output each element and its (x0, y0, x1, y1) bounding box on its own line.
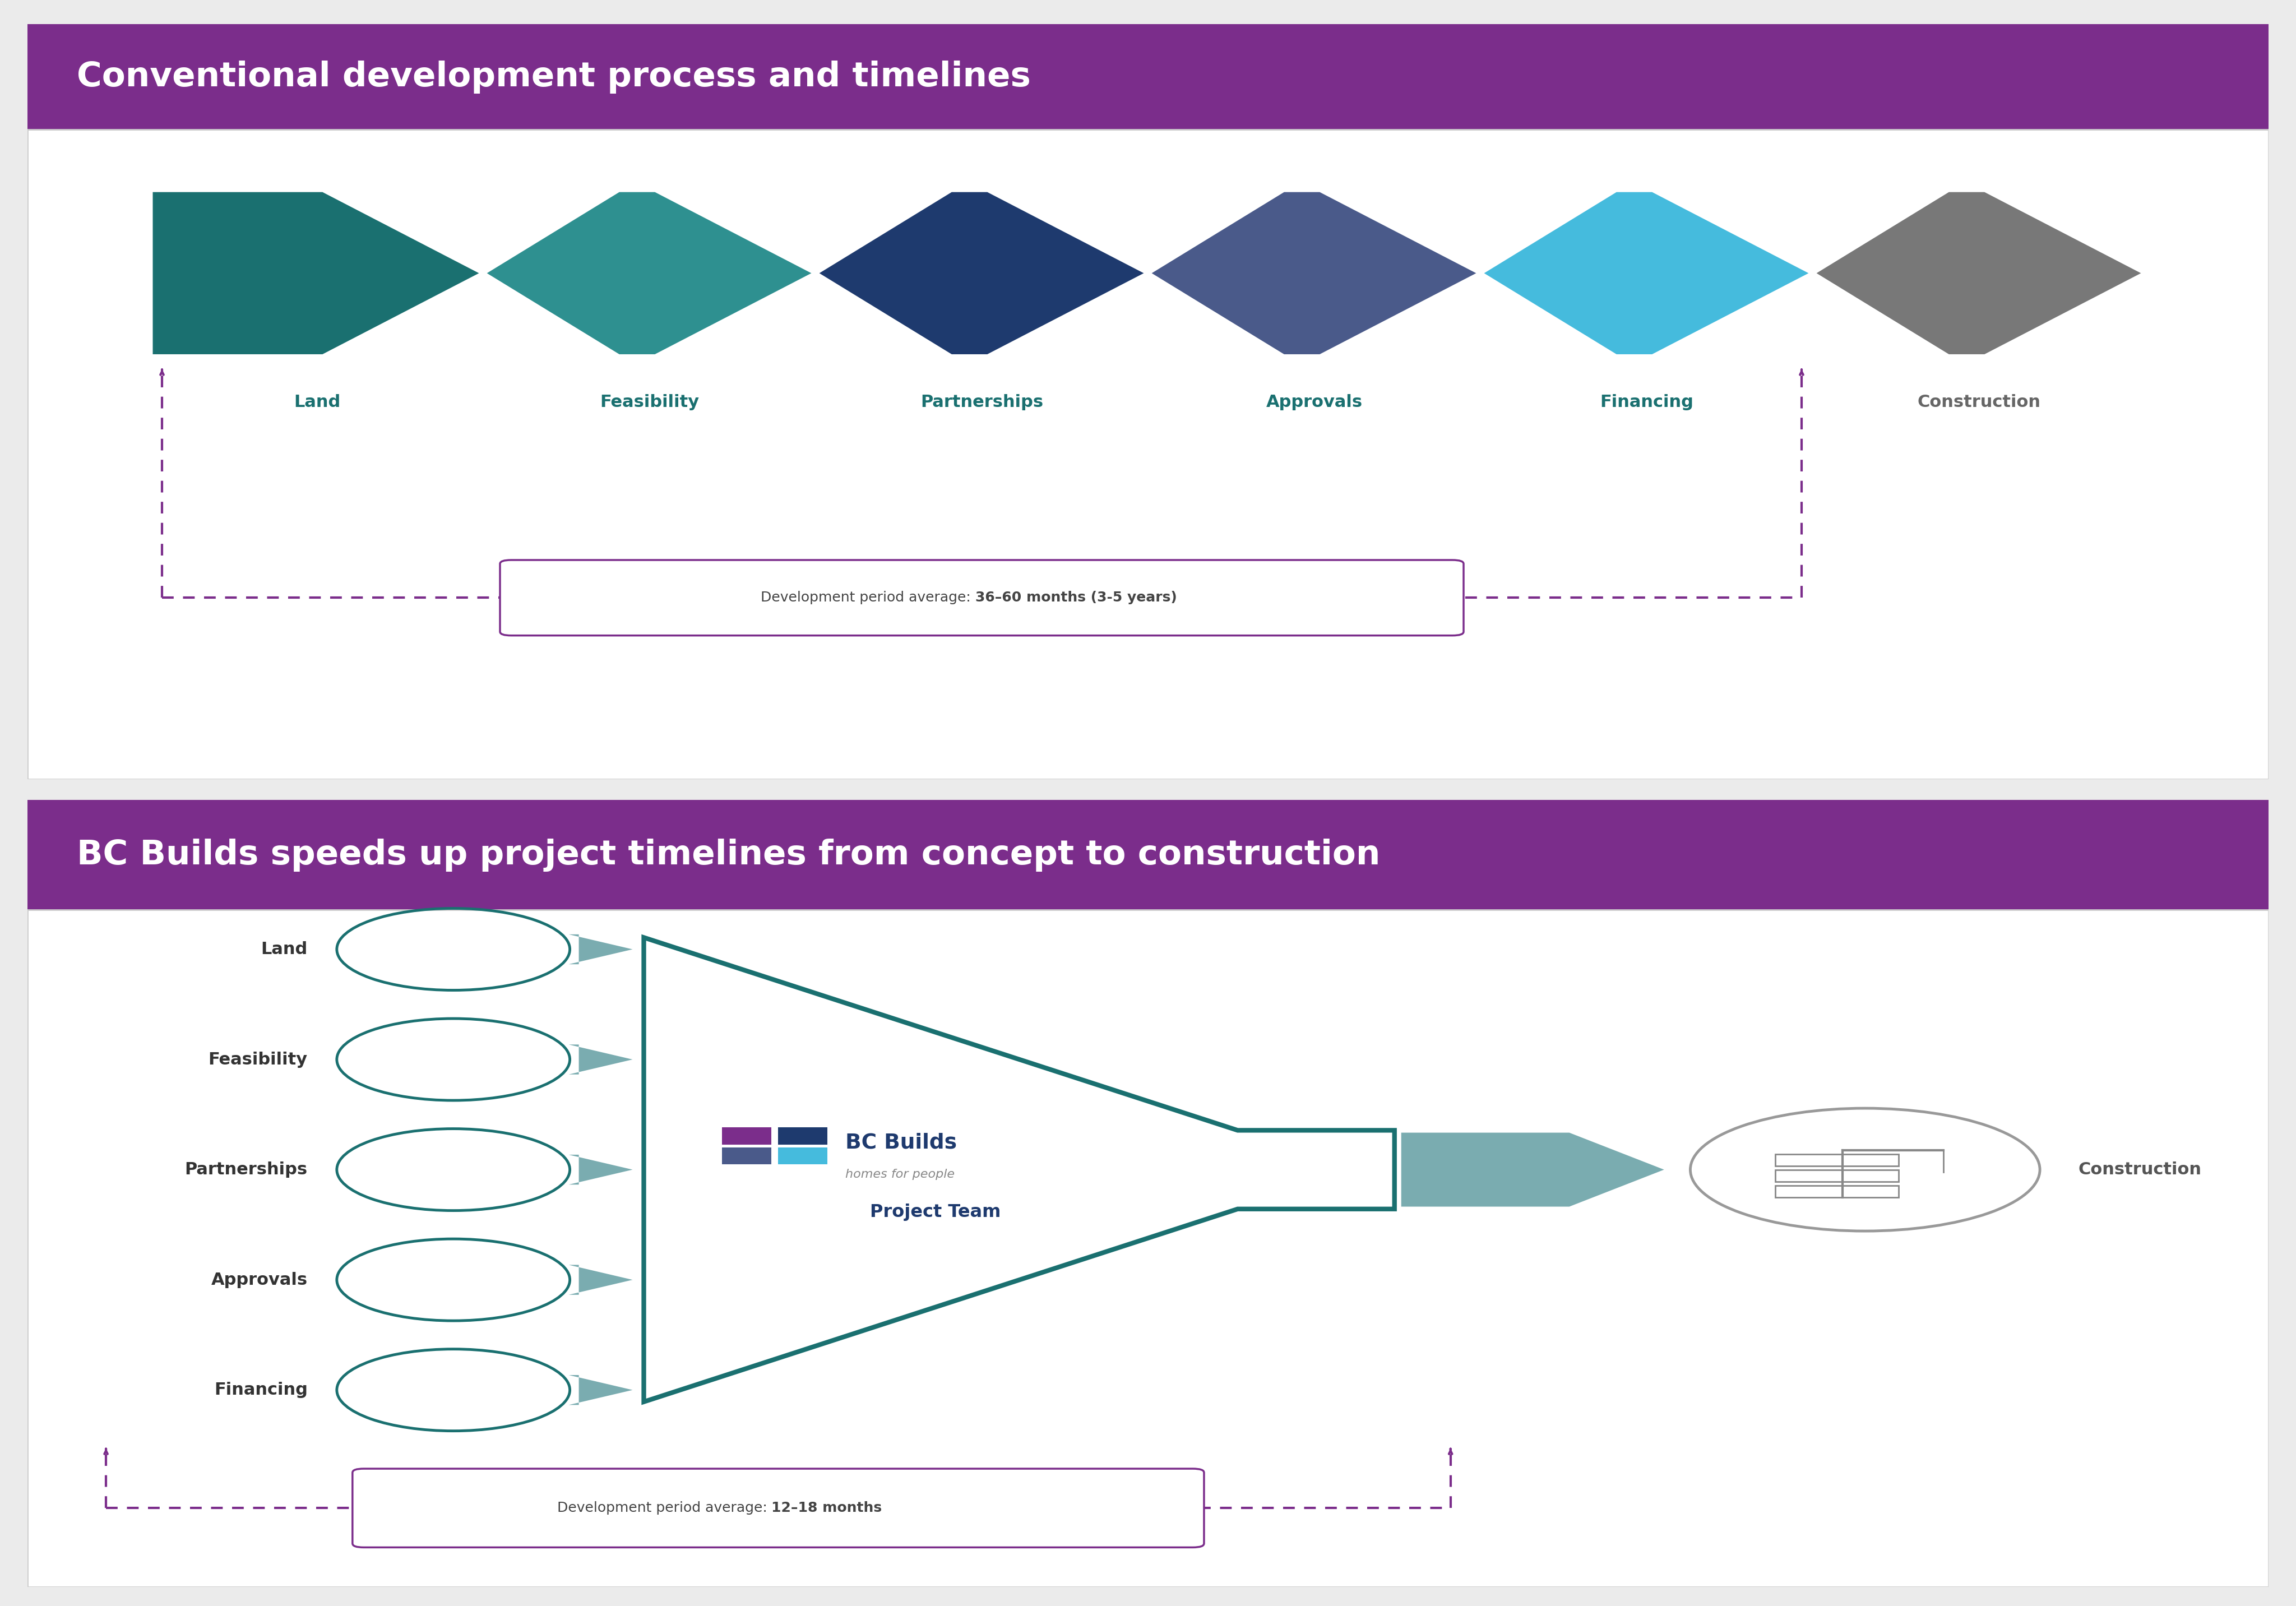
Polygon shape (569, 1375, 634, 1405)
Text: Development period average:: Development period average: (760, 591, 976, 604)
Text: 36–60 months (3-5 years): 36–60 months (3-5 years) (976, 591, 1178, 604)
Text: Approvals: Approvals (1265, 393, 1362, 410)
Text: Feasibility: Feasibility (209, 1052, 308, 1068)
Text: BC Builds speeds up project timelines from concept to construction: BC Builds speeds up project timelines fr… (76, 838, 1380, 872)
Text: Construction: Construction (1917, 393, 2041, 410)
Text: Financing: Financing (1600, 393, 1694, 410)
Text: BC Builds: BC Builds (845, 1132, 957, 1153)
Text: Project Team: Project Team (870, 1203, 1001, 1221)
Text: Feasibility: Feasibility (599, 393, 698, 410)
FancyBboxPatch shape (28, 800, 2268, 911)
Text: Financing: Financing (214, 1381, 308, 1399)
Polygon shape (1148, 190, 1481, 357)
Text: homes for people: homes for people (845, 1169, 955, 1180)
Polygon shape (815, 190, 1148, 357)
Text: Land: Land (294, 393, 340, 410)
Text: Partnerships: Partnerships (921, 393, 1042, 410)
Polygon shape (152, 190, 482, 357)
FancyBboxPatch shape (28, 130, 2268, 779)
Polygon shape (482, 190, 815, 357)
FancyBboxPatch shape (28, 911, 2268, 1587)
FancyBboxPatch shape (354, 1468, 1203, 1548)
Polygon shape (1814, 190, 2144, 357)
FancyBboxPatch shape (778, 1147, 827, 1164)
Polygon shape (1401, 1132, 1665, 1206)
Text: Land: Land (262, 941, 308, 957)
FancyBboxPatch shape (723, 1127, 771, 1145)
Text: Conventional development process and timelines: Conventional development process and tim… (76, 61, 1031, 93)
FancyBboxPatch shape (501, 560, 1463, 636)
Polygon shape (569, 1266, 634, 1294)
FancyBboxPatch shape (723, 1147, 771, 1164)
Polygon shape (569, 935, 634, 964)
FancyBboxPatch shape (778, 1127, 827, 1145)
Text: 12–18 months: 12–18 months (771, 1502, 882, 1514)
Polygon shape (569, 1155, 634, 1185)
Polygon shape (569, 1044, 634, 1074)
FancyBboxPatch shape (28, 24, 2268, 130)
Polygon shape (1481, 190, 1814, 357)
Text: Development period average:: Development period average: (558, 1502, 771, 1514)
Text: Construction: Construction (2078, 1161, 2202, 1177)
Text: Approvals: Approvals (211, 1272, 308, 1288)
Text: Partnerships: Partnerships (186, 1161, 308, 1177)
